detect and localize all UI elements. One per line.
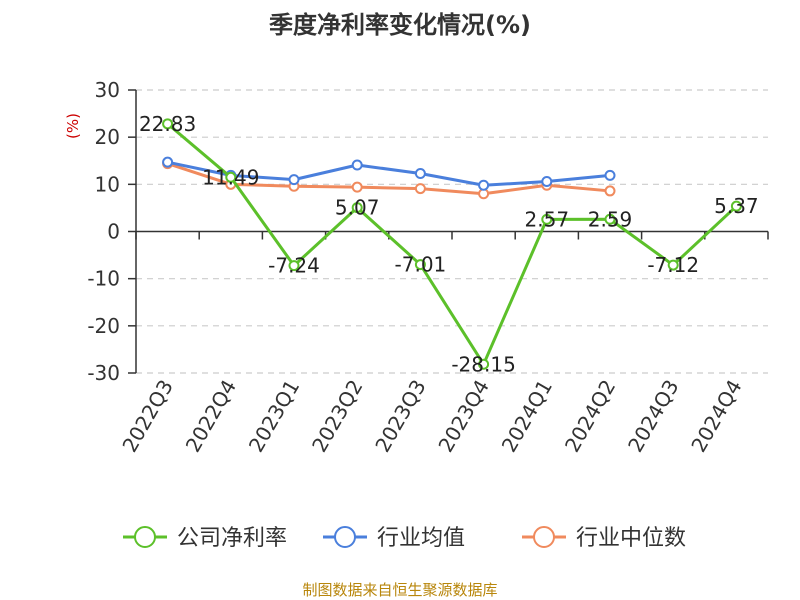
y-tick-label: 10 [95,172,120,196]
x-tick-label: 2023Q3 [370,376,430,457]
data-label: -7.01 [395,253,447,277]
series-group [162,118,742,370]
source-footer: 制图数据来自恒生聚源数据库 [302,581,497,599]
x-tick-label: 2024Q4 [686,376,746,457]
data-labels: 22.83 11.49 -7.24 5.07 -7.01 -28.15 2.57 2.59 -7… [139,112,759,376]
x-tick-label: 2024Q2 [560,376,620,457]
x-tick-label: 2024Q1 [497,376,557,457]
x-tick-label: 2022Q4 [181,376,241,457]
data-point [414,167,426,179]
data-label: 5.07 [335,196,380,220]
data-label: 11.49 [202,165,259,189]
legend[interactable]: 公司净利率 行业均值 行业中位数 [123,526,686,551]
data-point [351,202,363,214]
legend-swatch-marker [134,526,156,548]
data-point [288,260,300,272]
data-point [414,183,426,195]
data-point [478,179,490,191]
data-point [667,259,679,271]
data-label: -7.12 [647,253,699,277]
y-tick-label: 30 [95,78,120,102]
data-point [604,213,616,225]
y-tick-label: -10 [87,267,120,291]
data-point [162,118,174,130]
x-tick-label: 2023Q1 [244,376,304,457]
x-tick-label: 2024Q3 [623,376,683,457]
y-tick-label: -30 [87,361,120,385]
data-point [225,171,237,183]
series-line [166,122,738,366]
series-line [167,162,611,196]
data-label: -7.24 [268,254,320,278]
x-tick-label: 2022Q3 [117,376,177,457]
data-label: 22.83 [139,112,196,136]
x-tick-label: 2023Q2 [307,376,367,457]
data-point [730,200,742,212]
data-point [541,176,553,188]
chart-title: 季度净利率变化情况(%) [269,11,531,39]
legend-label: 行业中位数 [576,526,686,551]
data-point [351,159,363,171]
data-label: 2.59 [588,207,633,231]
y-axis-label: (%) [64,113,82,139]
data-label: 5.37 [714,194,759,218]
legend-swatch-marker [334,526,356,548]
data-point [288,174,300,186]
y-tick-label: 20 [95,125,120,149]
data-label: 2.57 [525,207,570,231]
x-tick-label: 2023Q4 [433,375,493,456]
legend-label: 行业均值 [377,526,465,551]
data-point [604,185,616,197]
data-label: -28.15 [451,352,515,376]
y-tick-label: 0 [107,220,120,244]
legend-label: 公司净利率 [177,526,287,551]
data-point [541,213,553,225]
data-point [478,358,490,370]
data-point [604,169,616,181]
series-line [167,160,611,187]
data-point [162,156,174,168]
data-point [351,181,363,193]
legend-swatch-marker [533,526,555,548]
y-tick-label: -20 [87,314,120,338]
data-point [414,259,426,271]
